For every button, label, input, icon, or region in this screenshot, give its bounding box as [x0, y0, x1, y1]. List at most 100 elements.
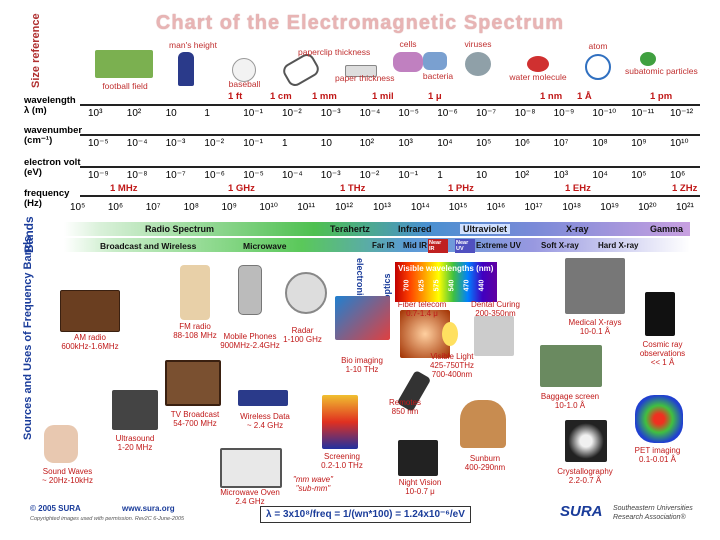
wavelength-tick-label: 10⁻²: [282, 108, 302, 119]
electronvolt-tick-label: 10²: [514, 170, 530, 181]
band-ultraviolet: Ultraviolet: [460, 224, 511, 234]
band-mid-ir: Mid IR: [403, 241, 427, 250]
baggage-image: [540, 345, 602, 387]
frequency-tick-label: 10⁷: [145, 202, 161, 213]
frequency-unit-label: 1 ZHz: [672, 183, 698, 194]
source-visible: Visible Light 425-750THz 700-400nm: [429, 352, 475, 379]
size-label: cells: [399, 39, 417, 49]
wavelength-unit-label: 1 cm: [270, 91, 292, 102]
size-label: subatomic particles: [625, 66, 698, 76]
frequency-tick-label: 10¹⁷: [524, 202, 543, 213]
size-label: paper thickness: [335, 73, 395, 83]
frequency-tick-label: 10¹¹: [297, 202, 316, 213]
wavenumber-tick-label: 10⁻¹: [243, 138, 263, 149]
band-extreme-uv: Extreme UV: [476, 241, 521, 250]
wavenumber-tick-label: 10¹⁰: [670, 138, 689, 149]
xray-hand-image: [565, 258, 625, 314]
wavenumber-tick-label: 10⁶: [514, 138, 531, 149]
band-far-ir: Far IR: [372, 241, 395, 250]
radar-dish-image: [285, 272, 327, 314]
wavelength-tick-label: 10²: [126, 108, 142, 119]
wavelength-tick-label: 10⁻¹¹: [631, 108, 655, 119]
visible-nm-label: 700: [403, 279, 411, 292]
electronvolt-tick-label: 10⁴: [592, 170, 608, 181]
frequency-tick-label: 10¹³: [373, 202, 391, 213]
atom-image: [585, 54, 611, 80]
source-phones: Mobile Phones 900MHz-2.4GHz: [220, 332, 280, 350]
screening-image: [322, 395, 358, 449]
pet-image: [635, 395, 683, 443]
org-name-2: Research Association®: [613, 514, 686, 521]
source-cosmic: Cosmic ray observations << 1 Å: [639, 340, 686, 367]
frequency-label: frequency (Hz): [24, 188, 70, 209]
source-fm: FM radio 88-108 MHz: [173, 322, 217, 340]
wavelength-tick-label: 10⁻¹: [243, 108, 263, 119]
frequency-unit-label: 1 THz: [340, 183, 366, 194]
source-screening: Screening 0.2-1.0 THz: [321, 452, 363, 470]
source-tv: TV Broadcast 54-700 MHz: [170, 410, 220, 428]
frequency-unit-label: 1 EHz: [565, 183, 591, 194]
source-crystal: Crystallography 2.2-0.7 Å: [557, 467, 613, 485]
wavenumber-tick-label: 10²: [359, 138, 375, 149]
wavelength-label: wavelength λ (m): [24, 95, 76, 116]
visible-label: Visible wavelengths (nm): [398, 264, 494, 273]
wavelength-unit-label: 1 pm: [650, 91, 673, 102]
size-reference-label: Size reference: [30, 13, 42, 88]
fiber-image: [400, 310, 450, 358]
size-label: atom: [588, 41, 608, 51]
frequency-tick-label: 10⁵: [70, 202, 86, 213]
source-medical: Medical X-rays 10-0.1 Å: [568, 318, 622, 336]
visible-nm-label: 575: [433, 279, 441, 292]
electronvolt-tick-label: 10⁻³: [320, 170, 341, 181]
frequency-tick-label: 10²¹: [676, 202, 694, 213]
size-label: man's height: [169, 40, 217, 50]
band-microwave: Microwave: [243, 241, 287, 251]
wavelength-tick-label: 10⁻¹⁰: [592, 108, 617, 119]
ultrasound-image: [112, 390, 158, 430]
source-oven: Microwave Oven 2.4 GHz: [220, 488, 280, 506]
frequency-tick-label: 10¹⁸: [562, 202, 582, 213]
wavelength-unit-label: 1 μ: [428, 91, 442, 102]
wavelength-unit-label: 1 ft: [228, 91, 243, 102]
wavenumber-axis: [80, 134, 700, 136]
wavelength-tick-label: 10⁻⁸: [514, 108, 536, 119]
frequency-tick-label: 10¹⁵: [448, 202, 468, 213]
band-near-ir: Near IR: [428, 239, 448, 253]
visible-nm-label: 625: [418, 279, 426, 292]
bulb-image: [442, 322, 458, 346]
source-ultrasound: Ultrasound 1-20 MHz: [115, 434, 155, 452]
cells-image: [393, 52, 423, 72]
electronvolt-tick-label: 10: [476, 170, 488, 181]
wavelength-unit-label: 1 nm: [540, 91, 563, 102]
baseball-image: [232, 58, 256, 82]
copyright: © 2005 SURA: [30, 504, 81, 513]
frequency-tick-label: 10¹⁰: [259, 202, 278, 213]
wavelength-tick-label: 10⁻⁵: [398, 108, 419, 119]
formula: λ = 3x10⁸/freq = 1/(wn*100) = 1.24x10⁻⁶/…: [260, 506, 471, 523]
source-remotes: Remotes 850 nm: [388, 398, 421, 416]
band-bar: [64, 222, 690, 236]
wavenumber-tick-label: 10⁵: [476, 138, 492, 149]
fm-radio-image: [180, 265, 210, 320]
wavenumber-label: wavenumber (cm⁻¹): [24, 125, 83, 146]
visible-nm-label: 440: [478, 279, 486, 292]
wavenumber-tick-label: 10⁻³: [165, 138, 186, 149]
wavelength-tick-label: 10⁻¹²: [670, 108, 694, 119]
ear-image: [44, 425, 78, 463]
website-link[interactable]: www.sura.org: [122, 504, 175, 513]
football-field-image: [95, 50, 153, 78]
cosmic-image: [645, 292, 675, 336]
wavelength-tick-label: 1: [204, 108, 210, 119]
wavelength-unit-label: 1 mil: [372, 91, 394, 102]
page-title: Chart of the Electromagnetic Spectrum: [155, 12, 565, 34]
electronvolt-tick-label: 10⁻⁸: [126, 170, 148, 181]
sunburn-image: [460, 400, 506, 448]
electronvolt-axis: [80, 166, 700, 168]
frequency-tick-label: 10¹⁴: [410, 202, 430, 213]
tv-image: [165, 360, 221, 406]
electronvolt-tick-label: 10⁻⁴: [282, 170, 303, 181]
wavelength-unit-label: 1 Å: [577, 91, 592, 102]
source-wireless: Wireless Data ~ 2.4 GHz: [240, 412, 290, 430]
source-nightvision: Night Vision 10-0.7 μ: [398, 478, 442, 496]
bioimaging-image: [335, 296, 390, 340]
